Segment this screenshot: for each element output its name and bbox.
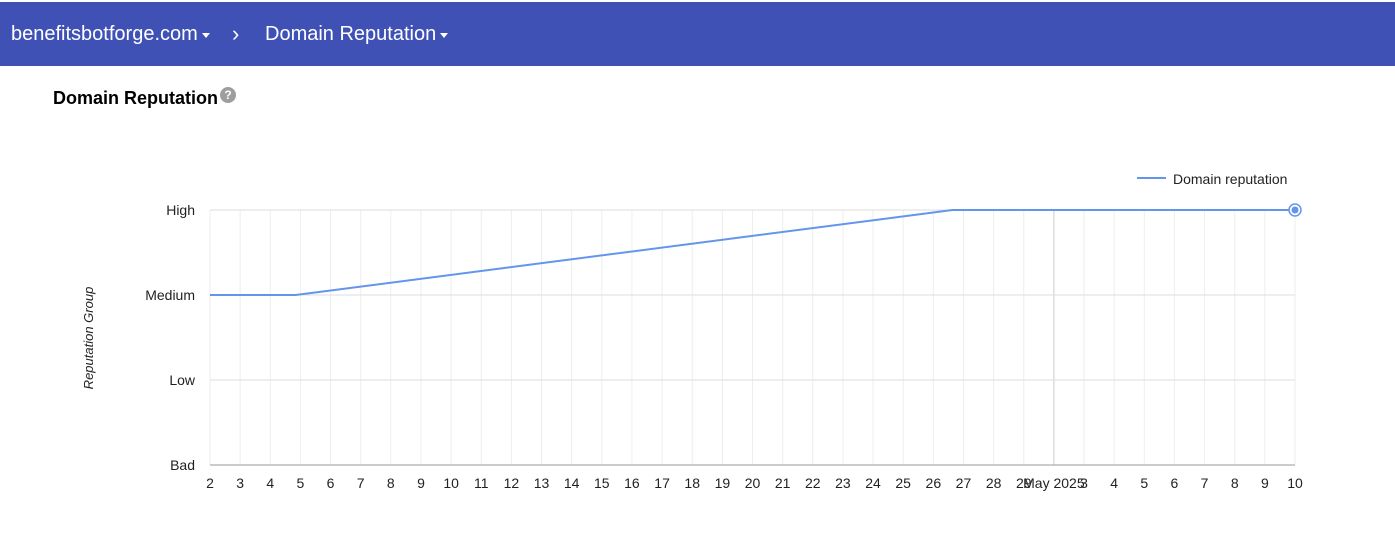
x-tick-label: May 2025 [1023,475,1085,491]
last-point [1291,206,1299,214]
x-tick-label: 5 [1140,475,1148,491]
page-title-text: Domain Reputation [53,88,218,108]
x-tick-label: 4 [266,475,274,491]
x-tick-label: 29 [1016,475,1032,491]
x-tick-label: 10 [1287,475,1303,491]
x-tick-label: 7 [357,475,365,491]
y-tick-label: High [166,202,195,218]
page-title: Domain Reputation? [53,87,236,109]
series-line [210,209,1295,296]
x-tick-label: 8 [1231,475,1239,491]
help-icon[interactable]: ? [220,87,236,103]
x-tick-label: 9 [417,475,425,491]
legend-label: Domain reputation [1173,171,1287,187]
x-tick-label: 24 [865,475,881,491]
x-tick-label: 4 [1110,475,1118,491]
x-tick-label: 12 [504,475,520,491]
caret-down-icon [440,32,449,38]
x-tick-label: 6 [327,475,335,491]
caret-down-icon [201,32,210,38]
domain-label: benefitsbotforge.com [11,22,198,45]
section-label: Domain Reputation [265,22,437,45]
section-dropdown[interactable]: Domain Reputation [265,2,449,66]
x-tick-label: 6 [1171,475,1179,491]
x-tick-label: 2 [206,475,214,491]
x-tick-label: 26 [926,475,942,491]
x-tick-label: 5 [297,475,305,491]
x-tick-label: 3 [1080,475,1088,491]
x-tick-label: 19 [715,475,731,491]
x-tick-label: 18 [684,475,700,491]
top-bar: benefitsbotforge.com › Domain Reputation [0,2,1395,66]
y-axis-label: Reputation Group [81,287,96,390]
y-tick-label: Bad [170,457,195,473]
y-tick-label: Low [169,372,196,388]
x-tick-label: 9 [1261,475,1269,491]
x-tick-label: 17 [654,475,670,491]
breadcrumb-separator: › [232,21,240,46]
y-tick-label: Medium [145,287,195,303]
x-tick-label: 15 [594,475,610,491]
x-tick-label: 27 [956,475,972,491]
x-tick-label: 16 [624,475,640,491]
x-tick-label: 3 [236,475,244,491]
x-tick-label: 28 [986,475,1002,491]
x-tick-label: 14 [564,475,580,491]
x-tick-label: 25 [895,475,911,491]
x-tick-label: 8 [387,475,395,491]
x-tick-label: 11 [474,475,489,491]
domain-dropdown[interactable]: benefitsbotforge.com [11,2,210,66]
x-tick-label: 10 [443,475,459,491]
x-tick-label: 21 [775,475,791,491]
x-tick-label: 23 [835,475,851,491]
x-tick-label: 20 [745,475,761,491]
x-tick-label: 7 [1201,475,1209,491]
x-tick-label: 22 [805,475,821,491]
x-tick-label: 13 [534,475,550,491]
